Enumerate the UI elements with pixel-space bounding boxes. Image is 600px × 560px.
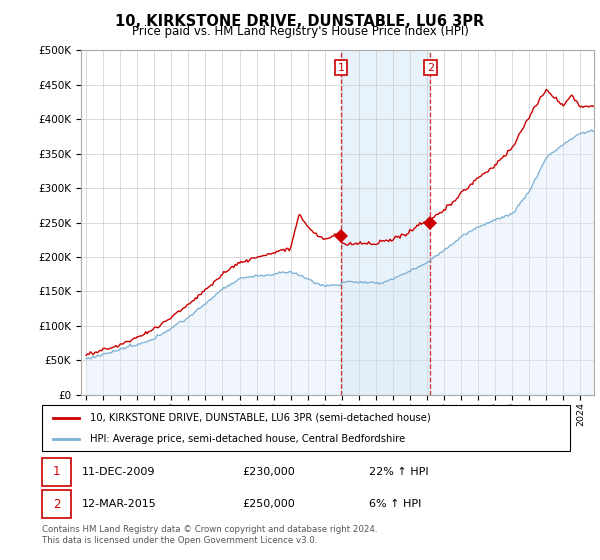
- FancyBboxPatch shape: [42, 458, 71, 486]
- Text: 11-DEC-2009: 11-DEC-2009: [82, 467, 155, 477]
- Text: HPI: Average price, semi-detached house, Central Bedfordshire: HPI: Average price, semi-detached house,…: [89, 435, 405, 444]
- Text: 12-MAR-2015: 12-MAR-2015: [82, 500, 157, 509]
- Text: £250,000: £250,000: [242, 500, 295, 509]
- Text: Price paid vs. HM Land Registry's House Price Index (HPI): Price paid vs. HM Land Registry's House …: [131, 25, 469, 38]
- Text: 10, KIRKSTONE DRIVE, DUNSTABLE, LU6 3PR (semi-detached house): 10, KIRKSTONE DRIVE, DUNSTABLE, LU6 3PR …: [89, 413, 430, 423]
- FancyBboxPatch shape: [42, 491, 71, 518]
- FancyBboxPatch shape: [42, 405, 570, 451]
- Text: 2: 2: [427, 63, 434, 73]
- Text: Contains HM Land Registry data © Crown copyright and database right 2024.
This d: Contains HM Land Registry data © Crown c…: [42, 525, 377, 545]
- Text: 10, KIRKSTONE DRIVE, DUNSTABLE, LU6 3PR: 10, KIRKSTONE DRIVE, DUNSTABLE, LU6 3PR: [115, 14, 485, 29]
- Text: £230,000: £230,000: [242, 467, 295, 477]
- Text: 22% ↑ HPI: 22% ↑ HPI: [370, 467, 429, 477]
- Text: 1: 1: [53, 465, 60, 478]
- Text: 2: 2: [53, 498, 60, 511]
- Text: 1: 1: [337, 63, 344, 73]
- Text: 6% ↑ HPI: 6% ↑ HPI: [370, 500, 422, 509]
- Bar: [341, 50, 430, 395]
